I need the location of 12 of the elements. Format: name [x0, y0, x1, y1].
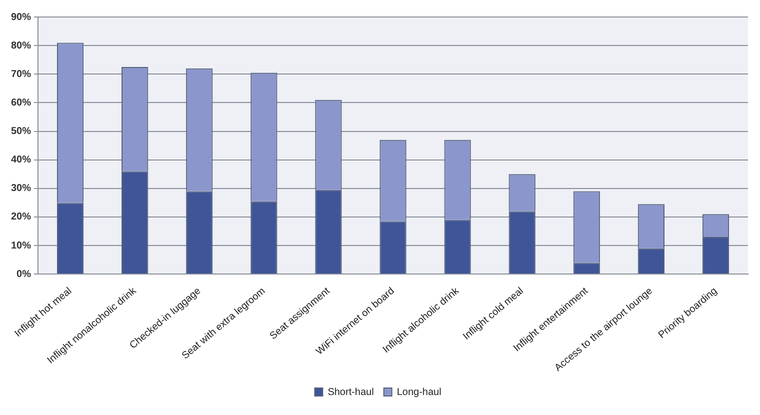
y-tick-label: 90% — [11, 12, 32, 23]
y-tick-label: 50% — [11, 126, 32, 138]
legend-label: Short-haul — [328, 386, 374, 398]
y-tick-label: 20% — [11, 212, 32, 223]
y-tick-label: 10% — [11, 240, 32, 252]
y-tick-label: 70% — [11, 68, 32, 80]
y-tick-label: 80% — [11, 40, 32, 52]
y-tick-label: 30% — [11, 183, 32, 194]
legend-label: Long-haul — [396, 386, 442, 398]
y-tick-label: 40% — [11, 154, 32, 166]
y-tick-label: 60% — [11, 97, 32, 108]
y-tick-label: 0% — [16, 268, 32, 280]
